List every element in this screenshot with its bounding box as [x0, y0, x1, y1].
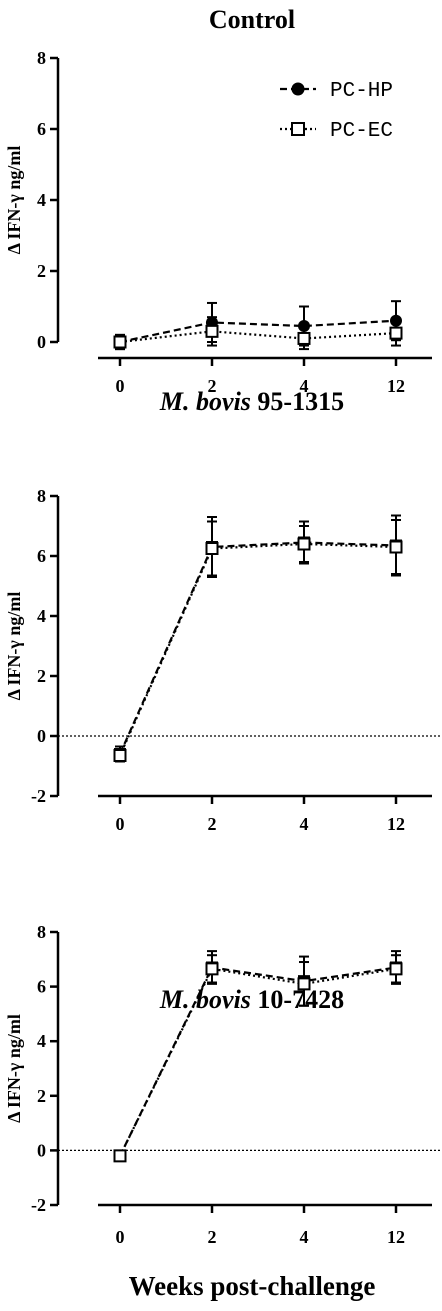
data-point [205, 324, 219, 338]
data-point [113, 749, 127, 762]
x-tick-label: 4 [300, 376, 309, 396]
chart-title: M. bovis 95-1315 [159, 387, 344, 416]
data-point [389, 962, 403, 976]
y-tick-label: 6 [37, 977, 46, 997]
legend-swatch-marker [291, 82, 305, 96]
series-line [119, 967, 397, 1157]
x-tick-label: 0 [116, 1227, 125, 1247]
y-tick-label: 8 [37, 922, 46, 942]
y-tick-label: 0 [37, 332, 46, 352]
y-tick-label: 4 [37, 1031, 46, 1051]
legend-label: PC-EC [330, 120, 393, 143]
y-tick-label: 6 [37, 119, 46, 139]
data-point [205, 542, 219, 555]
y-axis-label: Δ IFN-γ ng/ml [4, 592, 24, 701]
y-axis-label: Δ IFN-γ ng/ml [4, 146, 24, 255]
y-tick-label: 4 [37, 606, 46, 626]
data-point [389, 326, 403, 340]
series-line [118, 542, 397, 756]
x-axis-title: Weeks post-challenge [129, 1271, 376, 1301]
y-tick-label: 8 [37, 486, 46, 506]
y-tick-label: 8 [37, 48, 46, 68]
y-tick-label: 6 [37, 546, 46, 566]
data-point [298, 320, 310, 333]
y-tick-label: 2 [37, 261, 46, 281]
x-tick-label: 0 [116, 376, 125, 396]
x-tick-label: 12 [387, 814, 405, 834]
chart-panel-3: M. bovis 10-7428 -2 0 2 4 6 8 Δ IFN-γ ng/ml 0 2 4 1… [4, 922, 440, 1247]
y-axis-label: Δ IFN-γ ng/ml [4, 1014, 24, 1123]
data-point [389, 540, 403, 554]
y-tick-label: 0 [37, 726, 46, 746]
legend-label: PC-HP [330, 80, 393, 103]
x-tick-label: 12 [387, 1227, 405, 1247]
data-point [205, 962, 219, 976]
data-point [113, 1149, 127, 1163]
y-tick-label: -2 [31, 786, 46, 806]
series-line [119, 319, 397, 344]
series-line [119, 330, 397, 344]
y-tick-label: 2 [37, 1086, 46, 1106]
x-tick-label: 12 [387, 376, 405, 396]
series-line [119, 966, 397, 1157]
legend: PC-HP PC-EC [280, 80, 393, 143]
x-tick-label: 0 [116, 814, 125, 834]
data-point [297, 977, 311, 991]
data-point [113, 335, 127, 349]
chart-panel-2: M. bovis 95-1315 -2 0 2 4 6 8 Δ IFN-γ ng/ml 0 2 4 1… [4, 387, 440, 834]
data-point [297, 331, 311, 345]
chart-panel-1: Control 0 2 4 6 8 Δ IFN-γ ng/ml 0 2 4 12 PC-HP PC-EC [4, 5, 432, 396]
y-tick-label: 4 [37, 190, 46, 210]
series-line [118, 541, 397, 755]
x-tick-label: 4 [300, 1227, 309, 1247]
x-tick-label: 2 [208, 1227, 217, 1247]
x-tick-label: 4 [300, 814, 309, 834]
chart-title: M. bovis 10-7428 [159, 985, 344, 1014]
data-point [297, 537, 311, 551]
y-tick-label: 0 [37, 1140, 46, 1160]
y-tick-label: 2 [37, 666, 46, 686]
chart-title: Control [209, 5, 295, 34]
legend-swatch-marker [291, 122, 305, 136]
y-tick-label: -2 [31, 1195, 46, 1215]
x-tick-label: 2 [208, 814, 217, 834]
x-tick-label: 2 [208, 376, 217, 396]
